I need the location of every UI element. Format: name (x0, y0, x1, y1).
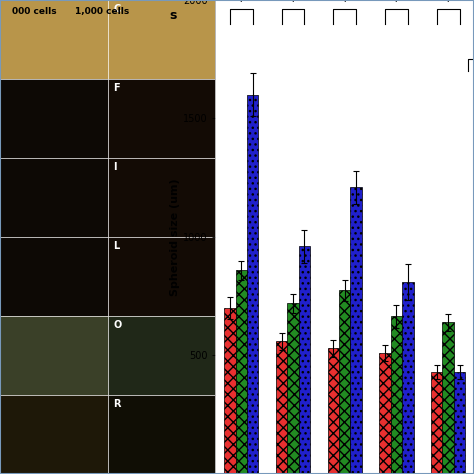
Text: R: R (113, 399, 120, 409)
Text: *: * (393, 0, 400, 8)
Bar (442, 322, 454, 474)
Bar (276, 341, 287, 474)
Text: *: * (341, 0, 348, 8)
Text: C: C (113, 4, 120, 14)
Text: 000 cells: 000 cells (12, 7, 56, 16)
Text: O: O (113, 320, 121, 330)
Bar (299, 246, 310, 474)
Bar (224, 308, 236, 474)
Text: s: s (169, 9, 176, 22)
Text: *: * (290, 0, 296, 8)
Bar (402, 282, 413, 474)
Y-axis label: Spheroid size (um): Spheroid size (um) (171, 178, 181, 296)
Text: 1,000 cells: 1,000 cells (75, 7, 129, 16)
Bar (328, 348, 339, 474)
Text: I: I (113, 162, 117, 172)
Text: *: * (445, 0, 451, 8)
Text: F: F (113, 83, 120, 93)
Text: L: L (113, 241, 119, 251)
Bar (339, 290, 350, 474)
Text: *: * (238, 0, 245, 8)
Bar (247, 95, 258, 474)
Bar (454, 372, 465, 474)
Bar (391, 317, 402, 474)
Bar (236, 270, 247, 474)
Bar (379, 353, 391, 474)
Bar (287, 303, 299, 474)
Bar (350, 187, 362, 474)
Bar (431, 372, 442, 474)
